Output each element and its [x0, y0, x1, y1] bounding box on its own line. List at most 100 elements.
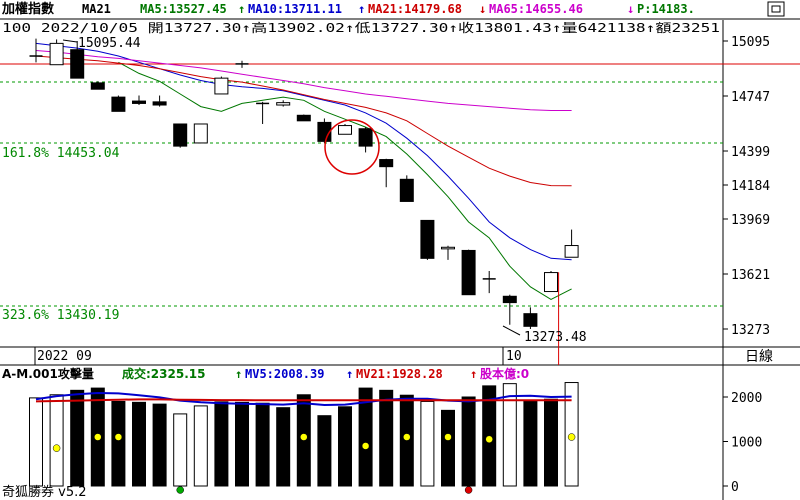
- ma-line-ma21: [35, 55, 572, 187]
- volume-signal-dot: [567, 433, 576, 441]
- x-label-sep: 2022 09: [37, 349, 92, 364]
- share-capital: 股本億:0: [480, 366, 529, 381]
- y-tick-label: 15095: [731, 35, 770, 50]
- mv5-arrow: ↑: [346, 367, 353, 381]
- candle-down: [523, 313, 538, 327]
- scroll-box-icon[interactable]: [767, 1, 785, 17]
- y-tick-label: 13273: [731, 323, 770, 338]
- ma-label: MA21: [82, 2, 111, 16]
- candle-up: [338, 125, 352, 135]
- ma65-arrow: ↓: [627, 2, 634, 16]
- candle-down: [379, 159, 394, 168]
- volume-signal-dot: [300, 433, 308, 441]
- volume-y-tick-label: 1000: [731, 436, 762, 451]
- volume-bar-down: [111, 400, 126, 487]
- volume-bar-down: [461, 396, 476, 487]
- candle-down: [296, 114, 311, 122]
- volume-bar-down: [214, 401, 229, 487]
- y-tick-label: 13621: [731, 268, 770, 283]
- volume-signal-dot: [176, 486, 184, 494]
- mv21-arrow: ↑: [470, 367, 477, 381]
- candle-down: [173, 123, 188, 147]
- volume-signal-dot: [361, 442, 370, 450]
- high-label: 15095.44: [78, 36, 141, 51]
- low-label: 13273.48: [524, 330, 587, 345]
- candle-down: [358, 128, 373, 147]
- volume-bar-down: [276, 407, 291, 487]
- volume-bar-down: [152, 403, 167, 487]
- volume-bar-down: [338, 406, 352, 487]
- candle-down: [111, 96, 126, 112]
- ma-line-ma5: [118, 61, 572, 300]
- high-pointer: [62, 39, 78, 43]
- volume-bar-up: [49, 394, 64, 487]
- y-tick-label: 14184: [731, 179, 770, 194]
- candle-down: [399, 178, 414, 202]
- x-label-oct: 10: [506, 349, 522, 364]
- y-tick-label: 14747: [731, 90, 770, 105]
- mv21-value: MV21:1928.28: [356, 367, 443, 381]
- candle-down: [90, 82, 105, 90]
- candle-down: [420, 219, 435, 259]
- volume-signal-dot: [94, 433, 102, 441]
- volume-bar-up: [29, 397, 43, 487]
- p-value: P:14183.: [637, 2, 695, 16]
- volume-bar-down: [544, 398, 558, 487]
- volume-bar-down: [523, 400, 538, 487]
- ma10-arrow: ↑: [358, 2, 365, 16]
- volume-bar-down: [317, 415, 332, 487]
- candle-down: [132, 100, 146, 104]
- volume-signal-dot: [114, 433, 123, 441]
- volume-bar-up: [193, 405, 208, 487]
- volume-layer: 2000 1000 0: [29, 382, 762, 495]
- volume-bar-up: [502, 383, 517, 487]
- volume-bar-up: [420, 400, 435, 487]
- volume-bar-down: [441, 409, 455, 487]
- volume-y-tick-label: 2000: [731, 391, 762, 406]
- volume-signal-dot: [403, 433, 411, 441]
- ma5-arrow: ↑: [238, 2, 245, 16]
- volume-title: A-M.001攻擊量: [2, 366, 94, 381]
- ma65-value: MA65:14655.46: [489, 2, 583, 16]
- candle-up: [214, 77, 229, 95]
- ma21-value: MA21:14179.68: [368, 2, 462, 16]
- instrument-name: 加權指數: [1, 1, 54, 17]
- candle-up: [544, 272, 558, 293]
- volume-bar-down: [70, 389, 85, 487]
- fib-323-label: 323.6% 13430.19: [2, 308, 119, 323]
- candle-up: [49, 42, 64, 66]
- volume-bar-down: [235, 401, 249, 487]
- candle-up: [193, 123, 208, 144]
- volume-signal-dot: [444, 433, 452, 441]
- volume-bar-down: [132, 401, 146, 487]
- period-label[interactable]: 日線: [745, 349, 773, 365]
- ma21-arrow: ↓: [479, 2, 486, 16]
- volume-bar-up: [173, 413, 188, 487]
- y-tick-label: 13969: [731, 213, 770, 228]
- volume-bar-down: [358, 387, 373, 487]
- candle-down: [152, 101, 167, 106]
- highlight-circle: [324, 119, 380, 175]
- candle-down: [502, 295, 517, 304]
- volume-signal-dot: [485, 435, 493, 444]
- volume-signal-dot: [464, 486, 473, 494]
- ma10-value: MA10:13711.11: [248, 2, 342, 16]
- ma5-value: MA5:13527.45: [140, 2, 227, 16]
- candle-up: [564, 245, 579, 258]
- mv5-value: MV5:2008.39: [245, 367, 324, 381]
- volume-bar-down: [255, 402, 270, 487]
- volume-line-mv21: [35, 398, 572, 403]
- ohlc-summary: 100 2022/10/05 開13727.30↑高13902.02↑低1372…: [2, 20, 720, 35]
- y-tick-label: 14399: [731, 145, 770, 160]
- volume-y-tick-label: 0: [731, 480, 739, 495]
- volume-bar-down: [379, 389, 394, 487]
- ma-line-ma10: [35, 42, 572, 261]
- fib-161-label: 161.8% 14453.04: [2, 146, 120, 161]
- volume-arrow: ↑: [235, 367, 242, 381]
- brand-footer: 奇狐勝券 v5.2: [2, 484, 87, 500]
- candle-up: [276, 102, 291, 106]
- volume-value: 成交:2325.15: [122, 366, 205, 381]
- price-layer: 15095 14747 14399 14184 13969 13621 13273: [29, 35, 770, 365]
- volume-signal-dot: [52, 444, 61, 452]
